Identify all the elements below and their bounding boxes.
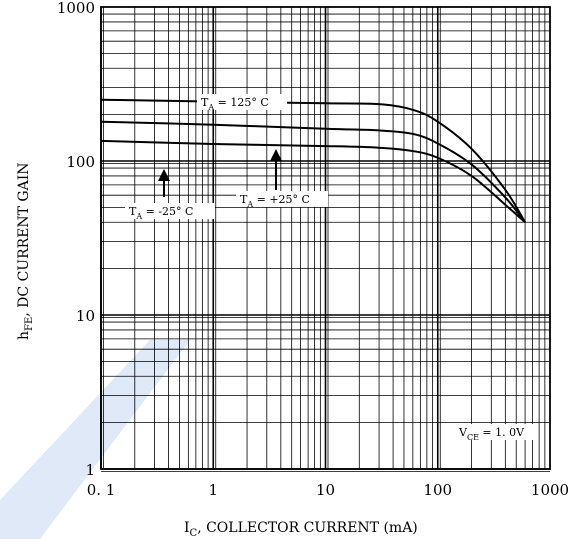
label-ta-125: TA = 125° C [201,96,269,112]
x-axis-label: IC, COLLECTOR CURRENT (mA) [184,520,418,539]
arrow-plus25-head [270,149,282,161]
label-ta-125-bg [197,94,287,110]
x-tick-label: 10 [316,481,335,499]
plot-grid [0,7,550,539]
watermark-stripe [0,340,190,539]
plot-border [100,6,551,470]
y-tick-label: 1 [85,461,95,479]
y-tick-label: 1000 [57,0,95,17]
y-tick-label: 10 [76,307,95,325]
label-vce: VCE = 1. 0V [458,426,525,442]
label-ta-minus25-bg [125,203,215,219]
x-tick-label: 1 [208,481,218,499]
label-ta-plus25-bg [236,191,328,207]
x-tick-label: 1000 [531,481,569,499]
plot-frame [100,6,551,470]
gain-curve-1 [100,120,526,223]
gain-curve-2 [100,139,526,224]
arrow-minus25-head [158,169,170,181]
label-ta-plus25: TA = +25° C [240,193,310,209]
tick-labels: 0. 1 1 10 100 1000 1 10 100 1000 [57,0,569,499]
x-tick-label: 100 [423,481,452,499]
y-axis-label: hFE, DC CURRENT GAIN [16,163,35,341]
x-tick-label: 0. 1 [87,481,116,499]
label-ta-minus25: TA = -25° C [129,205,193,221]
y-tick-label: 100 [66,153,95,171]
temperature-annotations: TA = 125° C TA = +25° C TA = -25° C VCE = 1… [125,94,535,442]
label-vce-bg [455,424,535,440]
